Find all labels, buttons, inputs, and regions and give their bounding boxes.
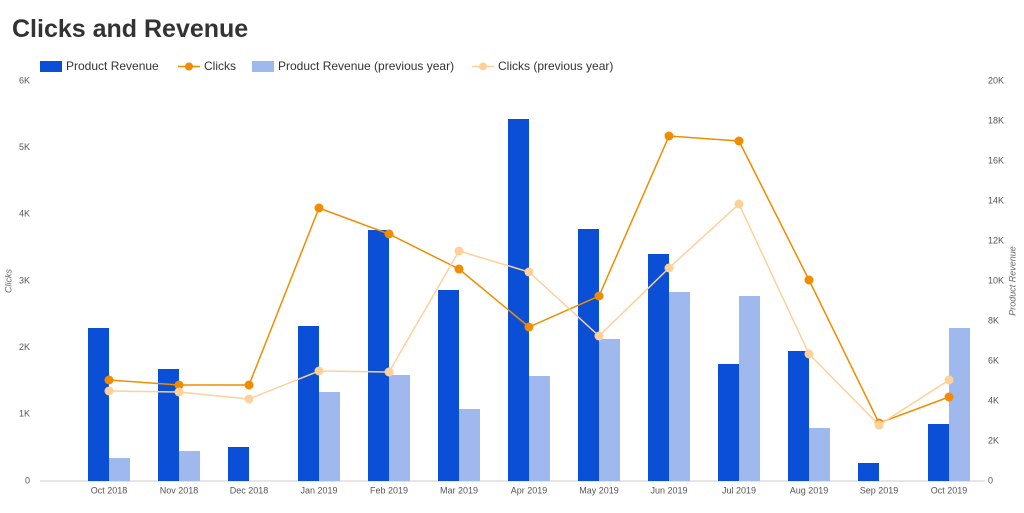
x-tick-label: Aug 2019 [790,485,829,495]
bar [928,424,949,481]
legend-label: Clicks [204,59,236,73]
legend-label: Product Revenue (previous year) [278,59,454,73]
bar [788,351,809,481]
x-tick-label: Nov 2018 [160,485,199,495]
bar [599,339,620,481]
legend-label: Product Revenue [66,59,159,73]
bar [438,290,459,481]
bar [648,254,669,481]
bar [158,369,179,481]
point [454,246,464,256]
point [244,394,254,404]
point [664,263,674,273]
x-tick-label: Sep 2019 [860,485,899,495]
y-tick-label: 6K [19,75,30,85]
bar [88,328,109,481]
y-tick-label: 2K [19,342,30,352]
y2-tick-label: 20K [988,75,1004,85]
y2-tick-label: 18K [988,115,1004,125]
y2-tick-label: 2K [988,435,999,445]
x-tick-label: Oct 2019 [931,485,968,495]
point [314,366,324,376]
legend-swatch [40,61,62,72]
point [174,387,184,397]
point [734,136,744,146]
y2-tick-label: 14K [988,195,1004,205]
legend-swatch [252,61,274,72]
x-tick-label: Jul 2019 [722,485,756,495]
bar [319,392,340,481]
bar [529,376,550,481]
bar [508,119,529,481]
point [384,367,394,377]
y-tick-label: 1K [19,409,30,419]
y-axis-title: Clicks [3,269,13,293]
y2-tick-label: 10K [988,275,1004,285]
bar [809,428,830,481]
point [944,392,954,402]
x-tick-label: Dec 2018 [230,485,269,495]
bar [858,463,879,481]
x-tick-label: Oct 2018 [91,485,128,495]
legend-swatch [479,62,487,71]
y2-tick-label: 4K [988,395,999,405]
x-tick-label: Jan 2019 [300,485,337,495]
legend-swatch [185,62,193,71]
x-tick-label: Jun 2019 [650,485,687,495]
x-tick-label: Feb 2019 [370,485,408,495]
point [524,322,534,332]
point [944,375,954,385]
bar [298,326,319,481]
point [594,331,604,341]
bar [389,375,410,481]
y2-tick-label: 12K [988,235,1004,245]
point [594,291,604,301]
point [524,267,534,277]
y2-tick-label: 16K [988,155,1004,165]
point [874,420,884,430]
point [454,264,464,274]
x-tick-label: May 2019 [579,485,619,495]
point [734,199,744,209]
bar [718,364,739,481]
y2-tick-label: 6K [988,355,999,365]
point [314,203,324,213]
bar [109,458,130,481]
bar [578,229,599,481]
y2-axis-title: Product Revenue [1007,246,1017,316]
bar [179,451,200,481]
bar [459,409,480,481]
y-tick-label: 5K [19,142,30,152]
point [104,386,114,396]
bar [669,292,690,481]
point [104,375,114,385]
point [664,131,674,141]
bar [368,230,389,481]
point [244,380,254,390]
point [804,275,814,285]
y2-tick-label: 8K [988,315,999,325]
y2-tick-label: 0 [988,475,993,485]
point [174,380,184,390]
bar [949,328,970,481]
y-tick-label: 4K [19,209,30,219]
point [384,229,394,239]
x-tick-label: Mar 2019 [440,485,478,495]
y-tick-label: 3K [19,275,30,285]
x-tick-label: Apr 2019 [511,485,548,495]
bar [739,296,760,481]
y-tick-label: 0 [25,475,30,485]
legend-label: Clicks (previous year) [498,59,613,73]
chart-title: Clicks and Revenue [12,15,248,43]
bar [228,447,249,481]
point [804,349,814,359]
